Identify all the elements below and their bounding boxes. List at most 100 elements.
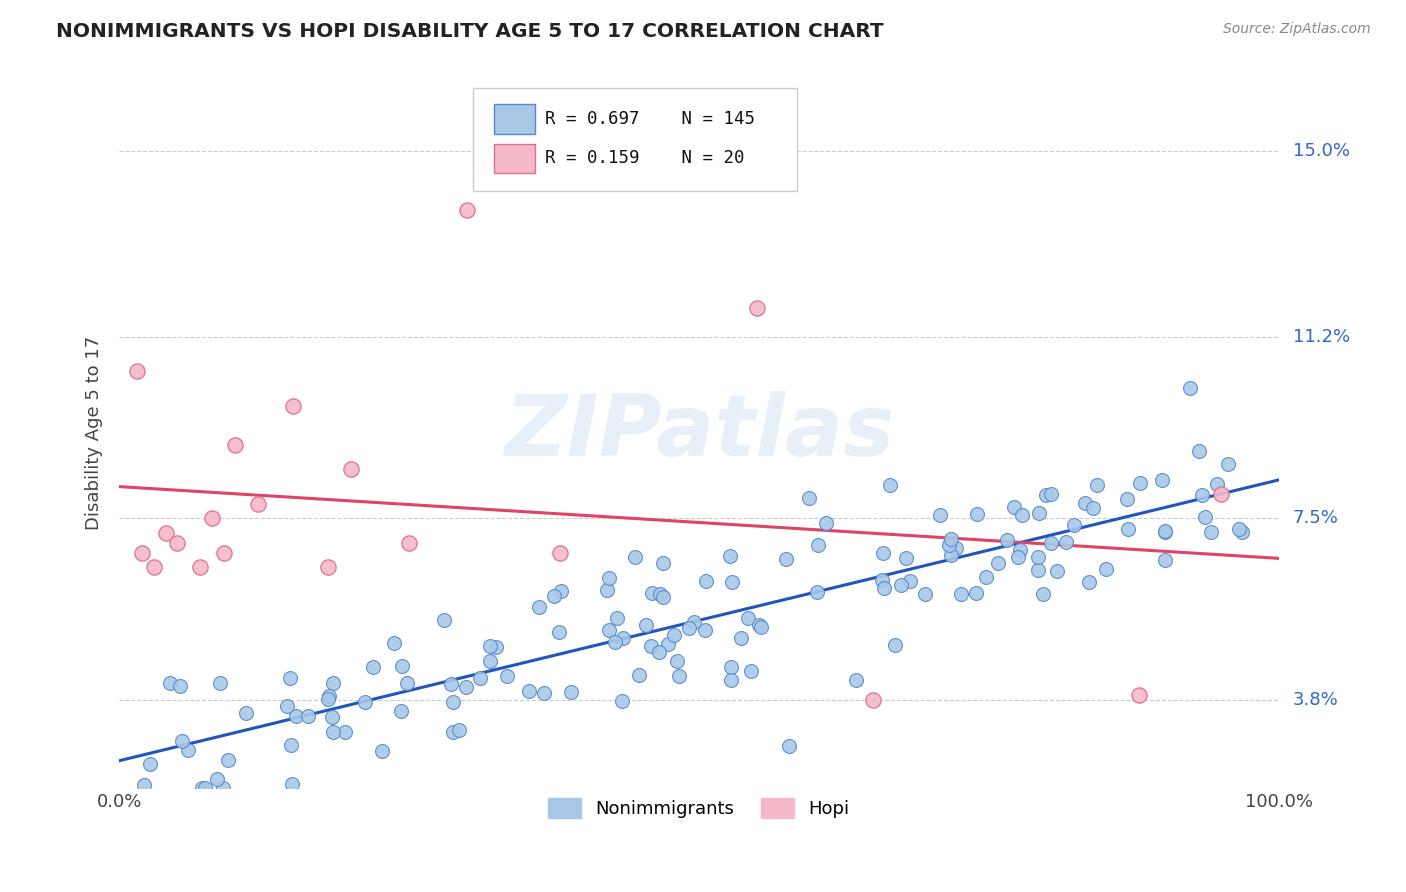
Point [1007,549,1029,564]
Point [987,556,1010,570]
Point [395,676,418,690]
Point [391,704,413,718]
Point [814,516,837,530]
Point [941,548,963,562]
Point [335,725,357,739]
Point [668,669,690,683]
Point [610,694,633,708]
Point [1116,491,1139,506]
Point [1154,525,1177,540]
Point [640,640,662,654]
Point [896,551,918,566]
Point [641,586,664,600]
Point [125,364,148,378]
Point [1028,506,1050,520]
Point [879,478,901,492]
Point [965,586,987,600]
Point [1011,508,1033,523]
Point [598,571,620,585]
Point [456,202,478,217]
Point [533,686,555,700]
Point [322,725,344,739]
Text: NONIMMIGRANTS VS HOPI DISABILITY AGE 5 TO 17 CORRELATION CHART: NONIMMIGRANTS VS HOPI DISABILITY AGE 5 T… [56,22,884,41]
Point [1154,524,1177,538]
Point [139,756,162,771]
Point [1095,562,1118,576]
Point [190,560,212,574]
Point [740,664,762,678]
Point [548,546,571,560]
Point [529,599,551,614]
Point [1045,564,1067,578]
Point [730,632,752,646]
Point [1187,443,1209,458]
Point [478,654,501,668]
Point [318,689,340,703]
Point [169,679,191,693]
Point [778,739,800,753]
Point [548,625,571,640]
Point [929,508,952,522]
Point [1150,473,1173,487]
Point [201,511,224,525]
Point [1063,518,1085,533]
Point [361,660,384,674]
Point [484,640,506,654]
Point [737,611,759,625]
Point [1028,550,1050,565]
Point [606,611,628,625]
Point [322,675,344,690]
Point [449,723,471,737]
Point [340,462,363,476]
Point [657,638,679,652]
Point [807,538,830,552]
Point [143,560,166,574]
Point [748,617,770,632]
Point [371,744,394,758]
Point [440,677,463,691]
Point [1039,536,1062,550]
Point [870,574,893,588]
Point [596,583,619,598]
Point [862,692,884,706]
Point [212,780,235,795]
Point [398,536,420,550]
Point [1118,522,1140,536]
Point [650,587,672,601]
Point [470,671,492,685]
Point [900,574,922,588]
Point [550,583,572,598]
Point [938,538,960,552]
Point [721,574,744,589]
Point [1035,488,1057,502]
Point [316,560,339,574]
Point [280,739,302,753]
Point [1039,487,1062,501]
Point [1128,688,1150,702]
Point [941,532,963,546]
Point [281,777,304,791]
Y-axis label: Disability Age 5 to 17: Disability Age 5 to 17 [86,335,103,530]
Point [745,301,768,315]
Point [678,621,700,635]
Point [517,683,540,698]
Point [950,587,973,601]
Text: 11.2%: 11.2% [1292,328,1350,346]
Point [652,556,675,570]
Text: Source: ZipAtlas.com: Source: ZipAtlas.com [1223,22,1371,37]
Point [666,654,689,668]
Text: R = 0.697    N = 145: R = 0.697 N = 145 [544,110,755,128]
Point [1191,487,1213,501]
Point [1153,552,1175,566]
Point [166,536,188,550]
Text: 7.5%: 7.5% [1292,509,1339,527]
Point [603,635,626,649]
Point [155,526,177,541]
Point [1216,457,1239,471]
Point [224,438,246,452]
Point [191,780,214,795]
Point [205,772,228,787]
Point [560,684,582,698]
Text: 3.8%: 3.8% [1292,690,1339,708]
Point [131,546,153,560]
